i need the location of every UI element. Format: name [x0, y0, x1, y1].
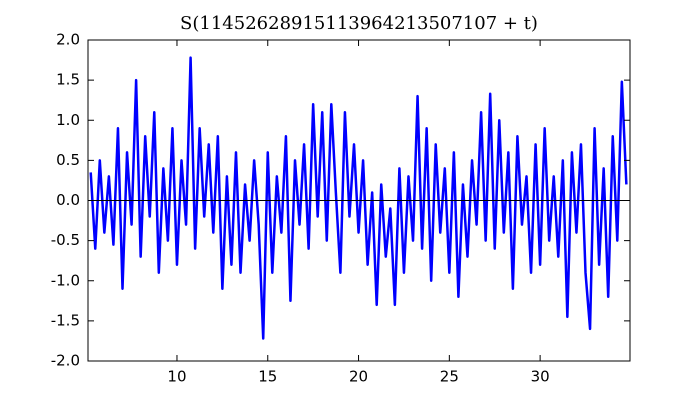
y-tick-label: -0.5 — [51, 231, 80, 249]
x-tick-label: 25 — [440, 368, 459, 386]
x-tick-label: 30 — [531, 368, 550, 386]
y-tick-label: -2.0 — [51, 352, 80, 370]
x-tick-label: 15 — [258, 368, 277, 386]
x-tick-label: 20 — [349, 368, 368, 386]
data-line — [89, 56, 628, 340]
x-tick-label: 10 — [167, 368, 186, 386]
y-tick-label: -1.5 — [51, 311, 80, 329]
y-tick-label: 2.0 — [56, 31, 80, 49]
y-tick-label: -1.0 — [51, 271, 80, 289]
y-tick-label: 0.5 — [56, 151, 80, 169]
y-tick-label: 0.0 — [56, 191, 80, 209]
y-tick-label: 1.5 — [56, 71, 80, 89]
plot-frame — [87, 39, 631, 362]
chart-title: S(11452628915113964213507107 + t) — [180, 13, 538, 34]
y-tick-label: 1.0 — [56, 111, 80, 129]
